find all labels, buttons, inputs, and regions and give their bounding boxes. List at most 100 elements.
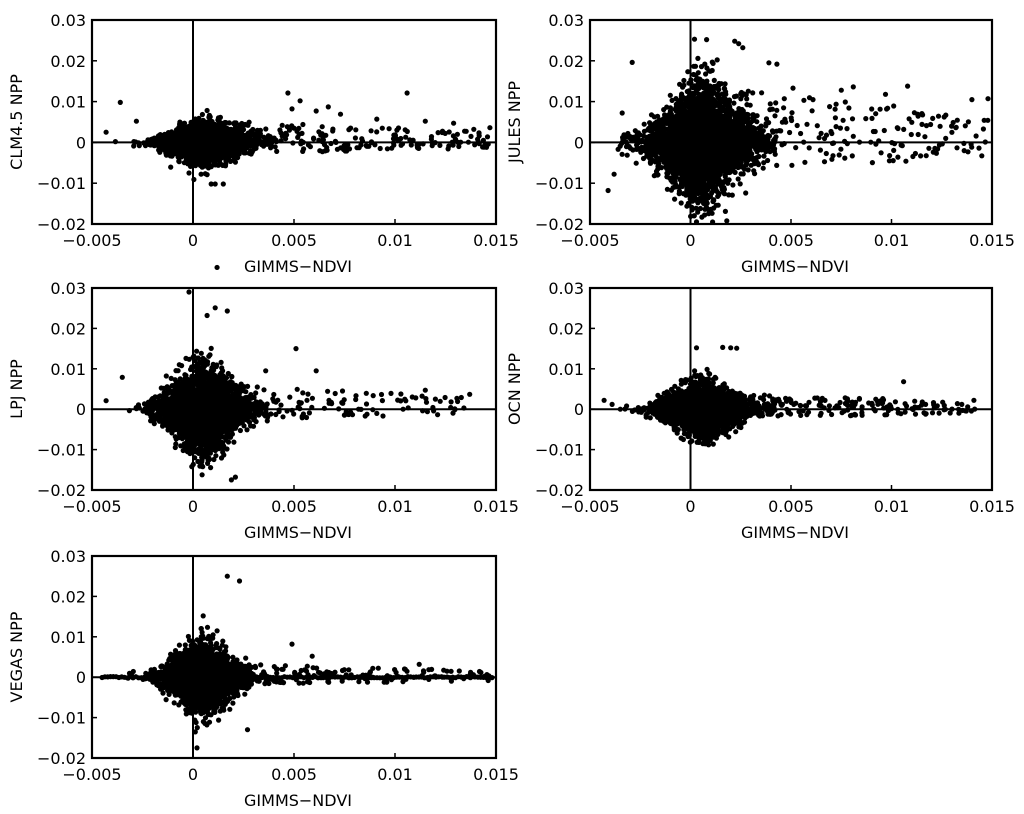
y-tick-label: 0.03 <box>50 11 86 30</box>
scatter-point <box>669 97 675 103</box>
scatter-point <box>722 208 729 214</box>
scatter-point <box>671 176 677 182</box>
scatter-point <box>316 129 322 135</box>
scatter-point <box>476 133 482 139</box>
scatter-point <box>217 161 223 167</box>
scatter-point <box>217 135 223 141</box>
scatter-point <box>204 172 210 178</box>
plot-frame <box>90 18 498 226</box>
scatter-point <box>217 114 223 120</box>
scatter-point <box>245 130 251 136</box>
scatter-point <box>714 83 720 89</box>
scatter-point <box>699 214 705 220</box>
scatter-point <box>284 124 290 130</box>
scatter-point <box>454 131 460 137</box>
scatter-point <box>197 136 203 142</box>
scatter-point <box>693 205 699 211</box>
scatter-point <box>279 122 285 128</box>
scatter-point <box>735 164 741 170</box>
scatter-point <box>296 125 302 131</box>
scatter-point <box>261 143 267 149</box>
scatter-points <box>605 36 991 224</box>
scatter-point <box>179 148 185 154</box>
scatter-point <box>754 119 760 125</box>
scatter-point <box>630 147 636 153</box>
scatter-point <box>319 124 325 130</box>
scatter-panel: −0.005 0 0.005 0.01 0.015−0.02−0.0100.010.02… <box>7 11 519 276</box>
scatter-point <box>212 181 218 187</box>
scatter-point <box>272 144 278 150</box>
scatter-point <box>117 99 123 105</box>
scatter-point <box>164 148 170 154</box>
scatter-point <box>353 127 359 133</box>
scatter-point <box>206 112 212 118</box>
scatter-point <box>446 129 452 135</box>
scatter-point <box>271 135 277 141</box>
x-tick-label: 0.005 <box>271 231 317 250</box>
scatter-point <box>289 106 295 112</box>
scatter-point <box>209 118 215 125</box>
scatter-point <box>226 120 232 126</box>
y-tick-label: 0 <box>76 133 86 152</box>
scatter-point <box>311 135 317 141</box>
scatter-point <box>175 147 182 153</box>
scatter-point <box>703 71 709 77</box>
scatter-point <box>641 121 647 127</box>
scatter-point <box>244 143 250 150</box>
scatter-point <box>422 118 428 124</box>
scatter-point <box>472 142 478 148</box>
scatter-point <box>702 194 708 200</box>
scatter-point <box>208 181 214 187</box>
scatter-points <box>103 90 493 187</box>
scatter-point <box>341 143 347 149</box>
scatter-point <box>752 171 758 177</box>
scatter-point <box>233 120 239 126</box>
scatter-point <box>218 143 224 149</box>
scatter-point <box>212 161 218 167</box>
scatter-point <box>471 126 477 132</box>
scatter-point <box>277 127 283 133</box>
scatter-point <box>696 91 702 97</box>
scatter-point <box>703 204 709 210</box>
scatter-point <box>710 60 716 66</box>
scatter-point <box>185 142 191 148</box>
scatter-point <box>706 68 712 74</box>
y-tick-label: −0.01 <box>37 174 86 193</box>
scatter-point <box>301 146 307 152</box>
scatter-point <box>176 158 182 164</box>
scatter-point <box>393 136 399 142</box>
scatter-point <box>176 134 182 140</box>
scatter-point <box>346 127 352 133</box>
scatter-point <box>487 125 493 131</box>
scatter-point <box>695 209 701 215</box>
scatter-point <box>678 200 684 206</box>
y-tick-label: −0.02 <box>37 215 86 234</box>
scatter-point <box>168 164 174 170</box>
scatter-point <box>462 128 468 134</box>
scatter-point <box>451 120 457 126</box>
scatter-point <box>748 162 754 168</box>
scatter-point <box>731 100 737 106</box>
scatter-point <box>398 135 404 142</box>
scatter-point <box>664 186 671 192</box>
scatter-point <box>241 150 247 156</box>
scatter-point <box>615 146 621 152</box>
scatter-point <box>672 196 678 202</box>
scatter-point <box>285 90 291 96</box>
scatter-point <box>203 152 209 158</box>
scatter-point <box>468 133 474 139</box>
scatter-point <box>157 132 163 138</box>
scatter-point <box>763 149 769 155</box>
scatter-point <box>208 145 214 151</box>
scatter-point <box>186 156 193 162</box>
scatter-point <box>300 121 306 128</box>
scatter-point <box>330 128 336 134</box>
scatter-point <box>386 126 392 132</box>
scatter-point <box>372 142 378 148</box>
scatter-point <box>359 136 365 142</box>
scatter-point <box>181 120 188 126</box>
scatter-point <box>428 134 435 140</box>
scatter-point <box>222 130 229 136</box>
scatter-point <box>652 159 659 165</box>
